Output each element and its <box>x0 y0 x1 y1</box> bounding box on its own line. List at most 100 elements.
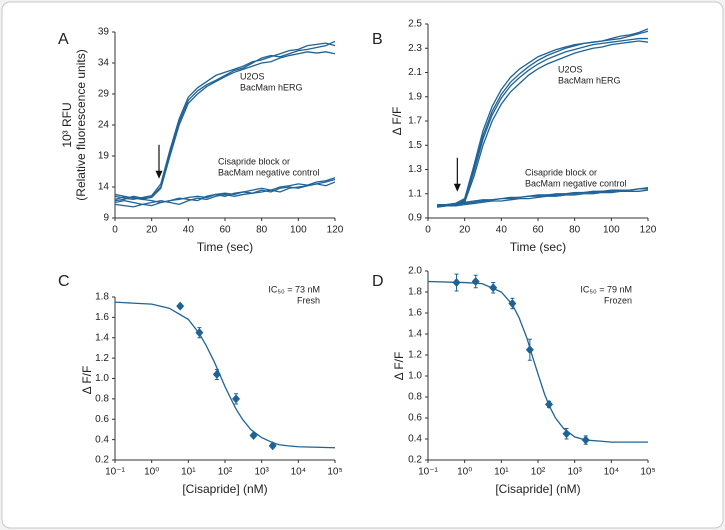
x-tick-label: 10⁴ <box>604 467 619 478</box>
y-tick-label: 0.8 <box>408 392 422 403</box>
arrow-head <box>453 183 461 192</box>
y-tick-label: 24 <box>98 120 110 131</box>
trace-line <box>114 181 336 207</box>
annotation: Cisapride block or <box>218 156 290 166</box>
x-tick-label: 120 <box>640 225 657 236</box>
panel-letter: C <box>58 273 70 290</box>
x-tick-label: 10³ <box>254 467 269 478</box>
trace-line <box>437 187 649 206</box>
x-tick-label: 10⁴ <box>291 467 306 478</box>
y-tick-label: 1.2 <box>408 350 422 361</box>
y-tick-label: 1.8 <box>95 292 109 303</box>
y-tick-label: 0.9 <box>408 213 422 224</box>
trace-line <box>437 40 649 207</box>
y-tick-label: 2.1 <box>408 67 422 78</box>
y-axis-label: Δ F/F <box>80 366 94 395</box>
y-tick-label: 1.5 <box>408 140 422 151</box>
annotation: U2OS <box>240 71 265 81</box>
x-tick-label: 10³ <box>567 467 582 478</box>
y-tick-label: 1.6 <box>95 312 109 323</box>
y-tick-label: 19 <box>98 151 110 162</box>
trace-line <box>437 189 649 208</box>
y-tick-label: 0.4 <box>408 434 422 445</box>
annotation: BacMam negative control <box>218 167 320 177</box>
y-axis-label: (Relative fluorescence units) <box>74 49 88 200</box>
y-tick-label: 1.9 <box>408 91 422 102</box>
y-tick-label: 34 <box>98 58 110 69</box>
y-axis-label: Δ F/F <box>390 107 404 136</box>
y-tick-label: 1.3 <box>408 164 422 175</box>
x-axis-label: Time (sec) <box>510 240 566 254</box>
y-tick-label: 0.6 <box>95 414 109 425</box>
data-point <box>232 394 241 404</box>
data-point <box>176 301 185 311</box>
annotation: Frozen <box>604 295 632 305</box>
x-tick-label: 0 <box>425 225 431 236</box>
trace-line <box>114 177 336 204</box>
panel-letter: B <box>372 31 383 48</box>
y-tick-label: 9 <box>103 213 109 224</box>
x-tick-label: 10² <box>218 467 233 478</box>
x-axis-label: [Cisapride] (nM) <box>495 482 580 496</box>
x-tick-label: 10⁵ <box>327 467 342 478</box>
annotation: BacMam negative control <box>525 178 627 188</box>
y-tick-label: 1.0 <box>95 373 109 384</box>
annotation: Fresh <box>297 295 320 305</box>
panel-letter: A <box>58 31 69 48</box>
x-tick-label: 60 <box>219 225 231 236</box>
y-tick-label: 1.2 <box>95 353 109 364</box>
x-tick-label: 20 <box>146 225 158 236</box>
y-tick-label: 0.4 <box>95 434 109 445</box>
x-tick-label: 10⁰ <box>144 467 159 478</box>
annotation: BacMam hERG <box>558 75 621 85</box>
annotation: Cisapride block or <box>525 167 597 177</box>
annotation: BacMam hERG <box>240 82 303 92</box>
y-tick-label: 1.7 <box>408 116 422 127</box>
y-tick-label: 1.8 <box>408 287 422 298</box>
arrow-head <box>155 170 163 179</box>
trace-line <box>437 37 648 208</box>
x-tick-label: 10¹ <box>181 467 196 478</box>
x-tick-label: 80 <box>256 225 268 236</box>
y-axis-label: Δ F/F <box>392 352 406 381</box>
trace-line <box>114 51 336 202</box>
x-tick-label: 10⁻¹ <box>105 467 125 478</box>
x-tick-label: 10⁵ <box>640 467 655 478</box>
x-tick-label: 40 <box>183 225 195 236</box>
y-tick-label: 0.2 <box>408 455 422 466</box>
data-point <box>249 431 258 441</box>
fit-curve <box>114 301 336 449</box>
annotation: IC₅₀ = 79 nM <box>580 284 632 294</box>
y-axis-label: 10³ RFU <box>60 102 74 147</box>
data-point <box>508 299 517 309</box>
x-tick-label: 100 <box>603 225 620 236</box>
y-tick-label: 1.6 <box>408 308 422 319</box>
y-tick-label: 14 <box>98 182 110 193</box>
y-tick-label: 0.2 <box>95 455 109 466</box>
x-axis-label: [Cisapride] (nM) <box>182 482 267 496</box>
panel-letter: D <box>372 273 384 290</box>
x-tick-label: 100 <box>290 225 307 236</box>
y-tick-label: 1.4 <box>408 329 422 340</box>
x-tick-label: 10² <box>531 467 546 478</box>
y-tick-label: 2.5 <box>408 19 422 30</box>
y-tick-label: 39 <box>98 27 110 38</box>
annotation: IC₅₀ = 73 nM <box>268 284 320 294</box>
y-tick-label: 0.6 <box>408 413 422 424</box>
trace-line <box>114 42 336 201</box>
trace-line <box>114 178 336 208</box>
x-tick-label: 60 <box>532 225 544 236</box>
x-tick-label: 20 <box>459 225 471 236</box>
y-tick-label: 29 <box>98 89 110 100</box>
x-tick-label: 10⁻¹ <box>418 467 438 478</box>
y-tick-label: 0.8 <box>95 394 109 405</box>
y-tick-label: 1.1 <box>408 188 422 199</box>
x-tick-label: 10⁰ <box>457 467 472 478</box>
trace-line <box>437 28 649 206</box>
fit-curve <box>427 280 648 443</box>
x-tick-label: 120 <box>327 225 344 236</box>
x-tick-label: 10¹ <box>494 467 509 478</box>
x-tick-label: 40 <box>496 225 508 236</box>
